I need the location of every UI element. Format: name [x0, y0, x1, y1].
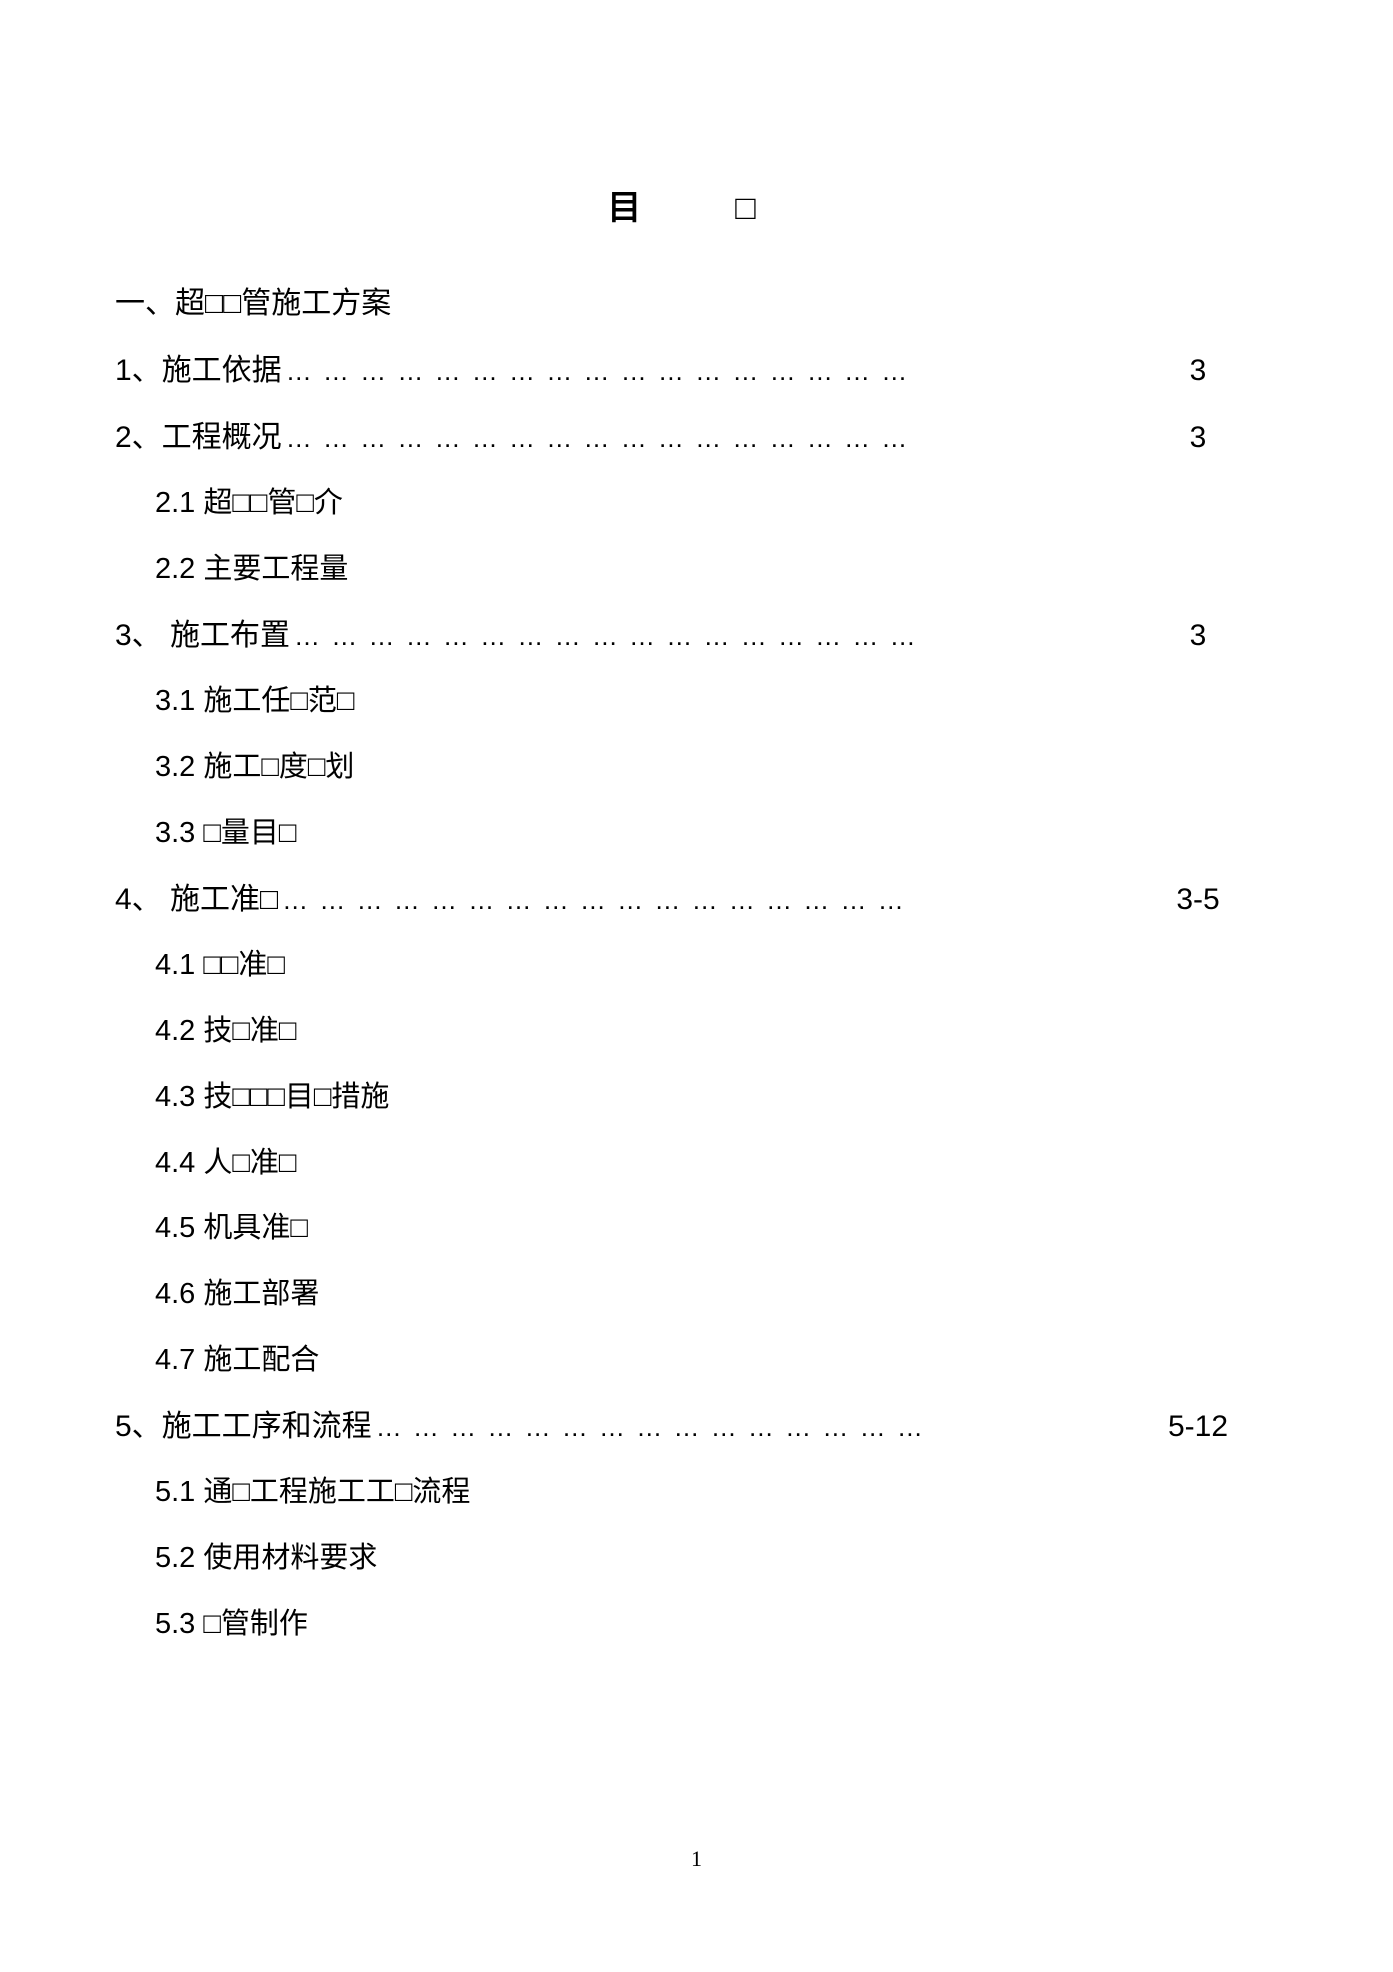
- toc-row: 3.1 施工任□范□: [115, 683, 1278, 721]
- toc-row: 3.3 □量目□: [115, 815, 1278, 853]
- toc-row: 4.4 人□准□: [115, 1145, 1278, 1183]
- toc-label: 3.3 □量目□: [155, 815, 296, 853]
- toc-label: 2.2 主要工程量: [155, 551, 348, 589]
- toc-row: 2、工程概况… … … … … … … … … … … … … … … … … 3: [115, 418, 1278, 457]
- toc-label: 5.1 通□工程施工工□流程: [155, 1474, 470, 1512]
- toc-row: 4.6 施工部署: [115, 1276, 1278, 1314]
- toc-row: 3、 施工布置… … … … … … … … … … … … … … … … ……: [115, 616, 1278, 655]
- toc-leader: … … … … … … … … … … … … … … … … …: [290, 620, 918, 654]
- toc-label: 5.2 使用材料要求: [155, 1540, 377, 1578]
- document-page: 目 □ 一、超□□管施工方案1、施工依据… … … … … … … … … … …: [0, 0, 1393, 1972]
- toc-label: 1、施工依据: [115, 351, 282, 390]
- toc-row: 3.2 施工□度□划: [115, 749, 1278, 787]
- toc-leader: … … … … … … … … … … … … … … … … …: [282, 355, 910, 389]
- toc-row: 一、超□□管施工方案: [115, 284, 1278, 323]
- toc-label: 2、工程概况: [115, 418, 282, 457]
- toc-label: 4.4 人□准□: [155, 1145, 296, 1183]
- toc-title: 目 □: [115, 180, 1278, 229]
- toc-label: 4、 施工准□: [115, 880, 278, 919]
- toc-label: 4.6 施工部署: [155, 1276, 319, 1314]
- toc-row: 4.2 技□准□: [115, 1013, 1278, 1051]
- toc-label: 3、 施工布置: [115, 616, 290, 655]
- toc-label: 5、施工工序和流程: [115, 1407, 372, 1446]
- toc-row: 2.1 超□□管□介: [115, 485, 1278, 523]
- toc-label: 4.2 技□准□: [155, 1013, 296, 1051]
- toc-label: 4.3 技□□□目□措施: [155, 1079, 389, 1117]
- toc-label: 2.1 超□□管□介: [155, 485, 343, 523]
- toc-label: 4.7 施工配合: [155, 1342, 319, 1380]
- toc-body: 一、超□□管施工方案1、施工依据… … … … … … … … … … … … …: [115, 284, 1278, 1643]
- toc-row: 5.2 使用材料要求: [115, 1540, 1278, 1578]
- toc-label: 4.1 □□准□: [155, 947, 285, 985]
- toc-row: 4.3 技□□□目□措施: [115, 1079, 1278, 1117]
- page-number: 1: [0, 1846, 1393, 1872]
- toc-page: 3: [1118, 616, 1278, 655]
- toc-label: 3.1 施工任□范□: [155, 683, 354, 721]
- toc-page: 5-12: [1118, 1407, 1278, 1446]
- toc-row: 4.1 □□准□: [115, 947, 1278, 985]
- toc-label: 3.2 施工□度□划: [155, 749, 354, 787]
- toc-page: 3-5: [1118, 880, 1278, 919]
- toc-page: 3: [1118, 418, 1278, 457]
- toc-row: 2.2 主要工程量: [115, 551, 1278, 589]
- toc-row: 4、 施工准□… … … … … … … … … … … … … … … … ……: [115, 880, 1278, 919]
- toc-row: 5.3 □管制作: [115, 1606, 1278, 1644]
- toc-leader: … … … … … … … … … … … … … … …: [372, 1411, 925, 1445]
- toc-label: 一、超□□管施工方案: [115, 284, 391, 323]
- toc-row: 4.7 施工配合: [115, 1342, 1278, 1380]
- toc-row: 5.1 通□工程施工工□流程: [115, 1474, 1278, 1512]
- toc-label: 5.3 □管制作: [155, 1606, 308, 1644]
- toc-leader: … … … … … … … … … … … … … … … … …: [282, 422, 910, 456]
- toc-leader: … … … … … … … … … … … … … … … … …: [278, 884, 906, 918]
- toc-label: 4.5 机具准□: [155, 1210, 308, 1248]
- toc-page: 3: [1118, 351, 1278, 390]
- toc-row: 5、施工工序和流程… … … … … … … … … … … … … … … 5-…: [115, 1407, 1278, 1446]
- toc-row: 1、施工依据… … … … … … … … … … … … … … … … … 3: [115, 351, 1278, 390]
- toc-row: 4.5 机具准□: [115, 1210, 1278, 1248]
